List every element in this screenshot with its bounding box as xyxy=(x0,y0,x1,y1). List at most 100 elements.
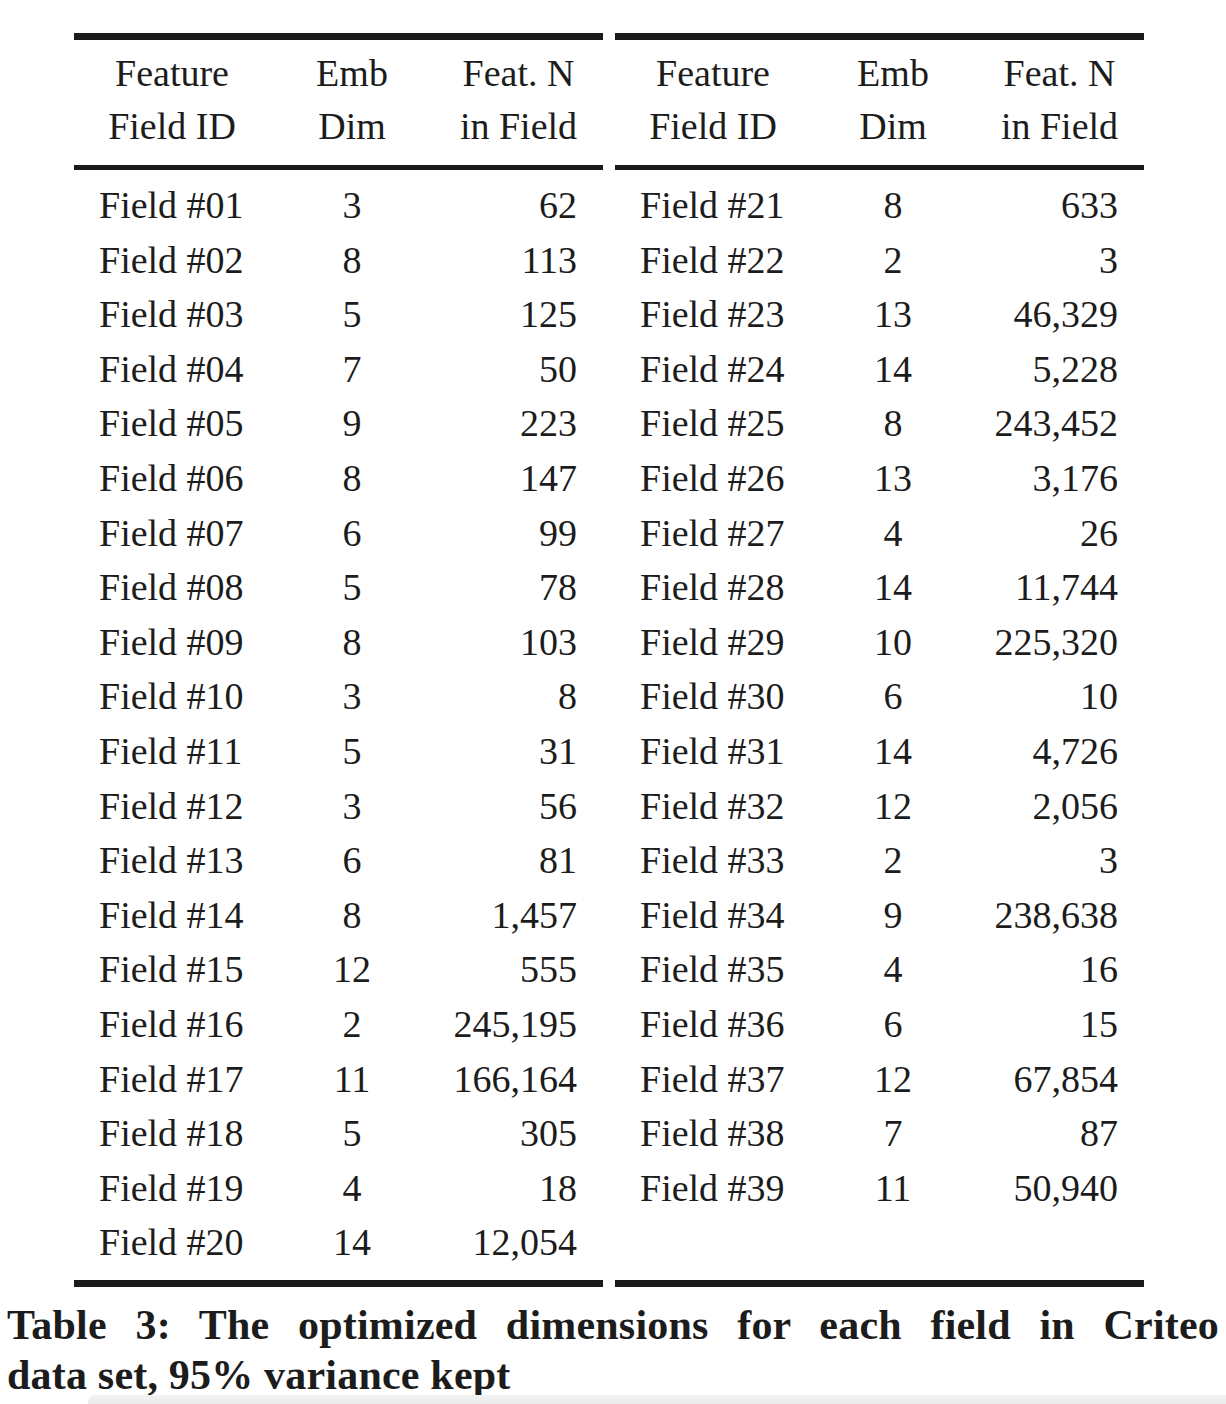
table-row: Field #1038 xyxy=(74,669,603,724)
header-line: Emb xyxy=(811,47,975,100)
table-row: Field #281411,744 xyxy=(615,560,1144,615)
feat-n-cell: 67,854 xyxy=(975,1052,1144,1107)
field-id-cell: Field #31 xyxy=(615,724,811,779)
feat-n-cell: 11,744 xyxy=(975,560,1144,615)
table-row: Field #24145,228 xyxy=(615,342,1144,397)
emb-dim-cell: 8 xyxy=(811,178,975,233)
field-id-cell: Field #02 xyxy=(74,233,270,288)
emb-dim-cell: 6 xyxy=(811,669,975,724)
bottom-rule xyxy=(74,1280,603,1287)
header-feature-field-id: Feature Field ID xyxy=(74,47,270,165)
emb-dim-cell: 14 xyxy=(811,560,975,615)
header-line: Feat. N xyxy=(434,47,603,100)
field-id-cell: Field #17 xyxy=(74,1052,270,1107)
emb-dim-cell: 8 xyxy=(270,888,434,943)
feat-n-cell: 78 xyxy=(434,560,603,615)
table-row: Field #258243,452 xyxy=(615,396,1144,451)
feat-n-cell: 5,228 xyxy=(975,342,1144,397)
field-id-cell: Field #21 xyxy=(615,178,811,233)
field-id-cell: Field #38 xyxy=(615,1106,811,1161)
field-id-cell: Field #04 xyxy=(74,342,270,397)
feat-n-cell: 56 xyxy=(434,779,603,834)
feat-n-cell: 99 xyxy=(434,506,603,561)
field-id-cell: Field #39 xyxy=(615,1161,811,1216)
table-row: Field #19418 xyxy=(74,1161,603,1216)
field-id-cell: Field #12 xyxy=(74,779,270,834)
table-row: Field #13681 xyxy=(74,833,603,888)
field-id-cell: Field #25 xyxy=(615,396,811,451)
field-id-cell: Field #37 xyxy=(615,1052,811,1107)
table3-left-half: Feature Field ID Emb Dim Feat. N in Fiel… xyxy=(74,33,603,1287)
header-feature-field-id: Feature Field ID xyxy=(615,47,811,165)
field-id-cell: Field #30 xyxy=(615,669,811,724)
field-id-cell: Field #20 xyxy=(74,1215,270,1270)
field-id-cell: Field #26 xyxy=(615,451,811,506)
feat-n-cell: 50,940 xyxy=(975,1161,1144,1216)
feat-n-cell: 16 xyxy=(975,942,1144,997)
field-id-cell: Field #14 xyxy=(74,888,270,943)
feat-n-cell: 3,176 xyxy=(975,451,1144,506)
cropped-next-content xyxy=(88,1395,1226,1404)
field-id-cell: Field #24 xyxy=(615,342,811,397)
table-body-right: Field #218633Field #2223Field #231346,32… xyxy=(615,170,1144,1280)
field-id-cell: Field #15 xyxy=(74,942,270,997)
feat-n-cell: 103 xyxy=(434,615,603,670)
feat-n-cell: 26 xyxy=(975,506,1144,561)
table-row: Field #201412,054 xyxy=(74,1215,603,1270)
emb-dim-cell: 12 xyxy=(811,779,975,834)
emb-dim-cell: 8 xyxy=(270,615,434,670)
feat-n-cell: 305 xyxy=(434,1106,603,1161)
feat-n-cell: 125 xyxy=(434,287,603,342)
feat-n-cell: 46,329 xyxy=(975,287,1144,342)
emb-dim-cell: 8 xyxy=(270,451,434,506)
emb-dim-cell: 13 xyxy=(811,451,975,506)
feat-n-cell: 113 xyxy=(434,233,603,288)
feat-n-cell: 62 xyxy=(434,178,603,233)
feat-n-cell: 238,638 xyxy=(975,888,1144,943)
table-row: Field #04750 xyxy=(74,342,603,397)
emb-dim-cell: 2 xyxy=(811,233,975,288)
emb-dim-cell: 3 xyxy=(270,779,434,834)
table-body-left: Field #01362Field #028113Field #035125Fi… xyxy=(74,170,603,1280)
feat-n-cell: 15 xyxy=(975,997,1144,1052)
field-id-cell: Field #23 xyxy=(615,287,811,342)
emb-dim-cell: 14 xyxy=(811,342,975,397)
feat-n-cell: 1,457 xyxy=(434,888,603,943)
header-line: Dim xyxy=(811,100,975,153)
emb-dim-cell: 5 xyxy=(270,287,434,342)
field-id-cell: Field #28 xyxy=(615,560,811,615)
emb-dim-cell: 4 xyxy=(811,506,975,561)
table-row: Field #231346,329 xyxy=(615,287,1144,342)
table-row: Field #1512555 xyxy=(74,942,603,997)
header-feat-n-in-field: Feat. N in Field xyxy=(434,47,603,165)
feat-n-cell: 243,452 xyxy=(975,396,1144,451)
caption-line-1: Table 3: The optimized dimensions for ea… xyxy=(7,1300,1219,1350)
field-id-cell: Field #08 xyxy=(74,560,270,615)
feat-n-cell: 245,195 xyxy=(434,997,603,1052)
feat-n-cell: 3 xyxy=(975,833,1144,888)
table-row: Field #3323 xyxy=(615,833,1144,888)
emb-dim-cell: 5 xyxy=(270,560,434,615)
emb-dim-cell: 11 xyxy=(270,1052,434,1107)
field-id-cell: Field #27 xyxy=(615,506,811,561)
table-row: Field #185305 xyxy=(74,1106,603,1161)
table-row: Field #059223 xyxy=(74,396,603,451)
feat-n-cell: 50 xyxy=(434,342,603,397)
table-row: Field #11531 xyxy=(74,724,603,779)
feat-n-cell: 81 xyxy=(434,833,603,888)
emb-dim-cell: 9 xyxy=(811,888,975,943)
emb-dim-cell: 9 xyxy=(270,396,434,451)
emb-dim-cell: 12 xyxy=(811,1052,975,1107)
emb-dim-cell: 7 xyxy=(270,342,434,397)
table-row: Field #1481,457 xyxy=(74,888,603,943)
header-line: Feature xyxy=(74,47,270,100)
feat-n-cell: 633 xyxy=(975,178,1144,233)
field-id-cell: Field #10 xyxy=(74,669,270,724)
feat-n-cell: 4,726 xyxy=(975,724,1144,779)
field-id-cell: Field #32 xyxy=(615,779,811,834)
table-caption: Table 3: The optimized dimensions for ea… xyxy=(7,1300,1219,1400)
table-row: Field #028113 xyxy=(74,233,603,288)
emb-dim-cell: 8 xyxy=(811,396,975,451)
table-row: Field #35416 xyxy=(615,942,1144,997)
header-line: Feature xyxy=(615,47,811,100)
